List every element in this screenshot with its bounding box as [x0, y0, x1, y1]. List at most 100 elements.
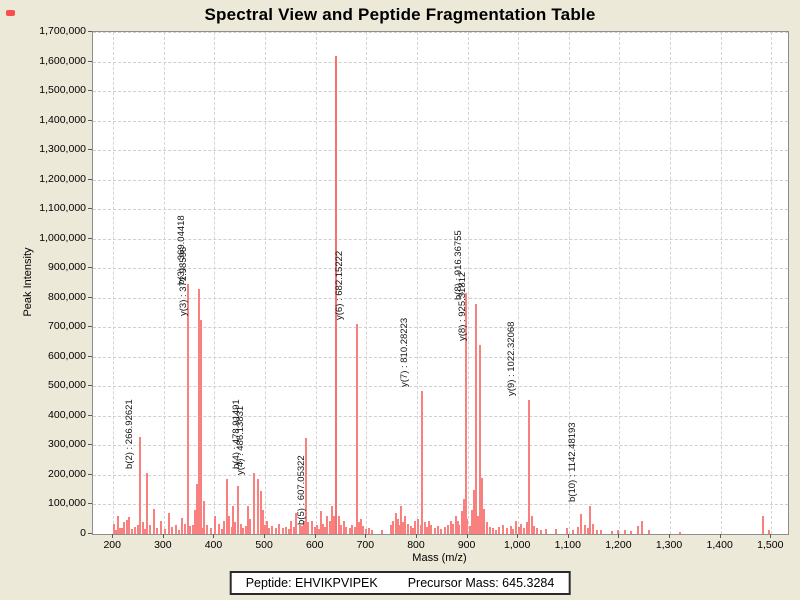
x-tick-label: 500: [255, 539, 273, 551]
peak: [404, 515, 407, 534]
peak: [146, 473, 149, 534]
peak: [647, 530, 650, 534]
y-tick: [88, 267, 92, 269]
peak: [277, 523, 280, 534]
peak: [333, 516, 336, 534]
peak: [331, 505, 334, 534]
y-tick: [88, 237, 92, 239]
y-tick-label: 400,000: [48, 408, 86, 421]
y-tick-label: 1,100,000: [39, 202, 86, 215]
peak: [502, 525, 504, 534]
peak: [195, 483, 198, 534]
peak: [589, 505, 592, 534]
peak: [400, 505, 403, 534]
y-tick: [88, 533, 92, 534]
peak: [450, 521, 453, 534]
peak: [152, 508, 155, 534]
y-tick-label: 900,000: [48, 261, 86, 274]
peak: [339, 525, 342, 534]
peak: [119, 528, 122, 534]
peak: [334, 55, 337, 534]
h-gridline: [93, 91, 788, 93]
peak: [298, 525, 301, 534]
peak: [197, 288, 200, 534]
peak: [623, 529, 626, 534]
peak: [214, 515, 217, 534]
v-gridline: [670, 32, 672, 534]
peak: [164, 528, 167, 534]
y-tick-label: 1,300,000: [39, 143, 86, 156]
x-tick-label: 400: [204, 539, 223, 551]
y-tick-label: 1,500,000: [39, 84, 86, 97]
v-gridline: [518, 32, 520, 534]
peak: [128, 516, 131, 534]
v-gridline: [315, 32, 317, 534]
peak: [257, 479, 260, 534]
peak: [365, 528, 368, 534]
x-tick-label: 300: [154, 539, 172, 551]
peak: [520, 523, 523, 534]
peak: [409, 525, 412, 534]
peak: [206, 525, 209, 534]
x-axis-title: Mass (m/z): [412, 552, 467, 564]
peak: [495, 529, 498, 534]
peak: [491, 528, 494, 534]
peak: [533, 526, 536, 534]
x-tick-label: 1,400: [706, 539, 733, 551]
x-tick-label: 1,100: [554, 539, 581, 551]
peak: [274, 528, 277, 534]
peak: [356, 324, 359, 534]
peak-annotation: y(3) : 372.98596: [177, 246, 189, 316]
chart-title: Spectral View and Peptide Fragmentation …: [204, 5, 596, 24]
peak: [392, 520, 395, 534]
h-gridline: [93, 445, 788, 447]
peak: [316, 525, 319, 534]
h-gridline: [93, 356, 788, 358]
peak: [402, 522, 405, 534]
peak: [201, 528, 204, 534]
y-tick-label: 1,400,000: [39, 113, 86, 126]
peak: [368, 527, 371, 534]
peak: [545, 528, 548, 534]
peak: [259, 491, 262, 534]
x-tick-label: 800: [407, 539, 425, 551]
h-gridline: [93, 415, 788, 417]
h-gridline: [93, 150, 788, 152]
x-tick-label: 900: [457, 539, 476, 551]
peak: [528, 399, 531, 534]
x-tick: [213, 534, 215, 538]
peak: [474, 303, 477, 534]
peak: [268, 528, 271, 534]
peak: [460, 510, 463, 534]
peak: [300, 526, 303, 534]
peak: [191, 525, 194, 534]
peak: [168, 512, 171, 534]
spectrum-plot-surface[interactable]: b(2) : 266.92621 b(3) : 369.04418 y(3) : 3…: [92, 31, 789, 535]
peak: [571, 529, 574, 534]
peak: [617, 530, 620, 534]
y-tick: [88, 296, 92, 298]
peak: [264, 525, 267, 534]
peak: [641, 521, 644, 534]
x-tick: [314, 534, 316, 538]
peak: [427, 521, 430, 534]
peak: [576, 526, 579, 534]
x-tick: [770, 534, 772, 538]
peak: [237, 485, 240, 534]
y-tick: [88, 355, 92, 357]
peak: [186, 284, 189, 534]
x-tick: [264, 534, 266, 538]
peak: [143, 528, 146, 534]
h-gridline: [93, 474, 788, 476]
v-gridline: [163, 32, 165, 534]
peak: [178, 529, 181, 534]
peak: [462, 498, 465, 534]
peak: [253, 473, 256, 534]
peak: [414, 521, 417, 534]
peak: [318, 528, 321, 534]
h-gridline: [93, 386, 788, 388]
y-tick: [88, 31, 92, 32]
y-tick-label: 1,700,000: [39, 25, 86, 37]
x-tick: [669, 534, 671, 538]
peak: [512, 528, 515, 534]
